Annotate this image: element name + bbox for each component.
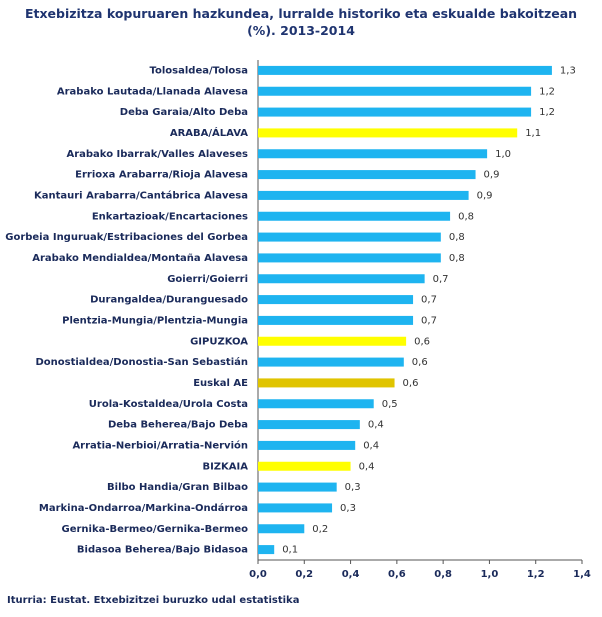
value-label: 0,8 <box>449 232 465 243</box>
bar <box>258 232 441 242</box>
bar <box>258 295 414 305</box>
value-label: 0,9 <box>477 190 493 201</box>
bar <box>258 128 518 138</box>
bar <box>258 65 552 75</box>
category-label: Kantauri Arabarra/Cantábrica Alavesa <box>34 189 248 201</box>
category-label: Goierri/Goierri <box>167 274 248 285</box>
value-label: 1,2 <box>539 107 555 118</box>
bar <box>258 378 395 388</box>
bar <box>258 357 404 367</box>
x-tick-label: 1,0 <box>481 569 499 580</box>
category-label: Markina-Ondarroa/Markina-Ondárroa <box>39 502 248 514</box>
bar <box>258 545 275 555</box>
value-label: 0,4 <box>368 420 384 431</box>
category-label: Tolosaldea/Tolosa <box>150 65 249 76</box>
value-label: 0,8 <box>449 253 465 264</box>
bar <box>258 149 488 159</box>
value-label: 0,4 <box>359 461 375 472</box>
value-label: 0,7 <box>433 274 449 285</box>
value-label: 0,4 <box>363 440 379 451</box>
value-label: 1,3 <box>560 65 576 76</box>
bar <box>258 420 360 430</box>
bar <box>258 253 441 263</box>
value-label: 0,3 <box>340 503 356 514</box>
category-label: Arabako Mendialdea/Montaña Alavesa <box>32 253 248 264</box>
x-tick-label: 1,2 <box>527 569 545 580</box>
value-label: 0,5 <box>382 399 398 410</box>
value-label: 0,6 <box>412 357 428 368</box>
category-label: Donostialdea/Donostia-San Sebastián <box>35 356 248 368</box>
value-label: 0,7 <box>421 295 437 306</box>
category-label: Durangaldea/Duranguesado <box>90 295 248 306</box>
value-label: 0,2 <box>312 524 328 535</box>
category-label: Arabako Lautada/Llanada Alavesa <box>57 86 248 97</box>
category-label: Errioxa Arabarra/Rioja Alavesa <box>75 170 248 181</box>
category-label: Deba Garaia/Alto Deba <box>120 107 248 118</box>
bar <box>258 211 451 221</box>
bar <box>258 399 374 409</box>
bar <box>258 524 305 534</box>
bar <box>258 503 333 513</box>
category-label: Gernika-Bermeo/Gernika-Bermeo <box>61 524 248 535</box>
category-label: Arratia-Nerbioi/Arratia-Nervión <box>72 439 248 451</box>
category-label: ARABA/ÁLAVA <box>170 126 248 139</box>
value-label: 0,6 <box>414 336 430 347</box>
value-label: 0,1 <box>282 545 298 556</box>
bar <box>258 440 356 450</box>
bar <box>258 86 532 96</box>
bar <box>258 274 425 284</box>
bar <box>258 107 532 117</box>
x-tick-label: 0,8 <box>434 569 452 580</box>
bar <box>258 461 351 471</box>
value-label: 0,6 <box>403 378 419 389</box>
category-label: Plentzia-Mungia/Plentzia-Mungia <box>62 315 248 326</box>
bar <box>258 315 414 325</box>
source-note: Iturria: Eustat. Etxebizitzei buruzko ud… <box>7 595 299 606</box>
category-label: Bidasoa Beherea/Bajo Bidasoa <box>77 545 248 556</box>
category-label: Enkartazioak/Encartaciones <box>92 211 248 222</box>
value-label: 0,7 <box>421 315 437 326</box>
value-label: 1,1 <box>525 128 541 139</box>
category-label: Bilbo Handia/Gran Bilbao <box>107 482 248 493</box>
x-tick-label: 0,6 <box>388 569 406 580</box>
x-tick-label: 0,4 <box>342 569 360 580</box>
category-label: GIPUZKOA <box>190 336 248 347</box>
x-tick-label: 0,2 <box>295 569 313 580</box>
bar <box>258 336 407 346</box>
category-label: Arabako Ibarrak/Valles Alaveses <box>66 149 248 160</box>
category-label: Gorbeia Inguruak/Estribaciones del Gorbe… <box>5 232 248 243</box>
value-label: 0,9 <box>484 170 500 181</box>
bar <box>258 482 337 492</box>
value-label: 1,2 <box>539 86 555 97</box>
x-tick-label: 0,0 <box>249 569 267 580</box>
bar <box>258 170 476 180</box>
value-label: 1,0 <box>495 149 511 160</box>
value-label: 0,3 <box>345 482 361 493</box>
bar <box>258 190 469 200</box>
category-label: Deba Beherea/Bajo Deba <box>108 420 248 431</box>
category-label: Urola-Kostaldea/Urola Costa <box>89 399 248 410</box>
chart-title: Etxebizitza kopuruaren hazkundea, lurral… <box>25 6 577 38</box>
x-tick-label: 1,4 <box>573 569 591 580</box>
value-label: 0,8 <box>458 211 474 222</box>
category-label: Euskal AE <box>193 378 248 389</box>
category-label: BIZKAIA <box>202 461 248 472</box>
